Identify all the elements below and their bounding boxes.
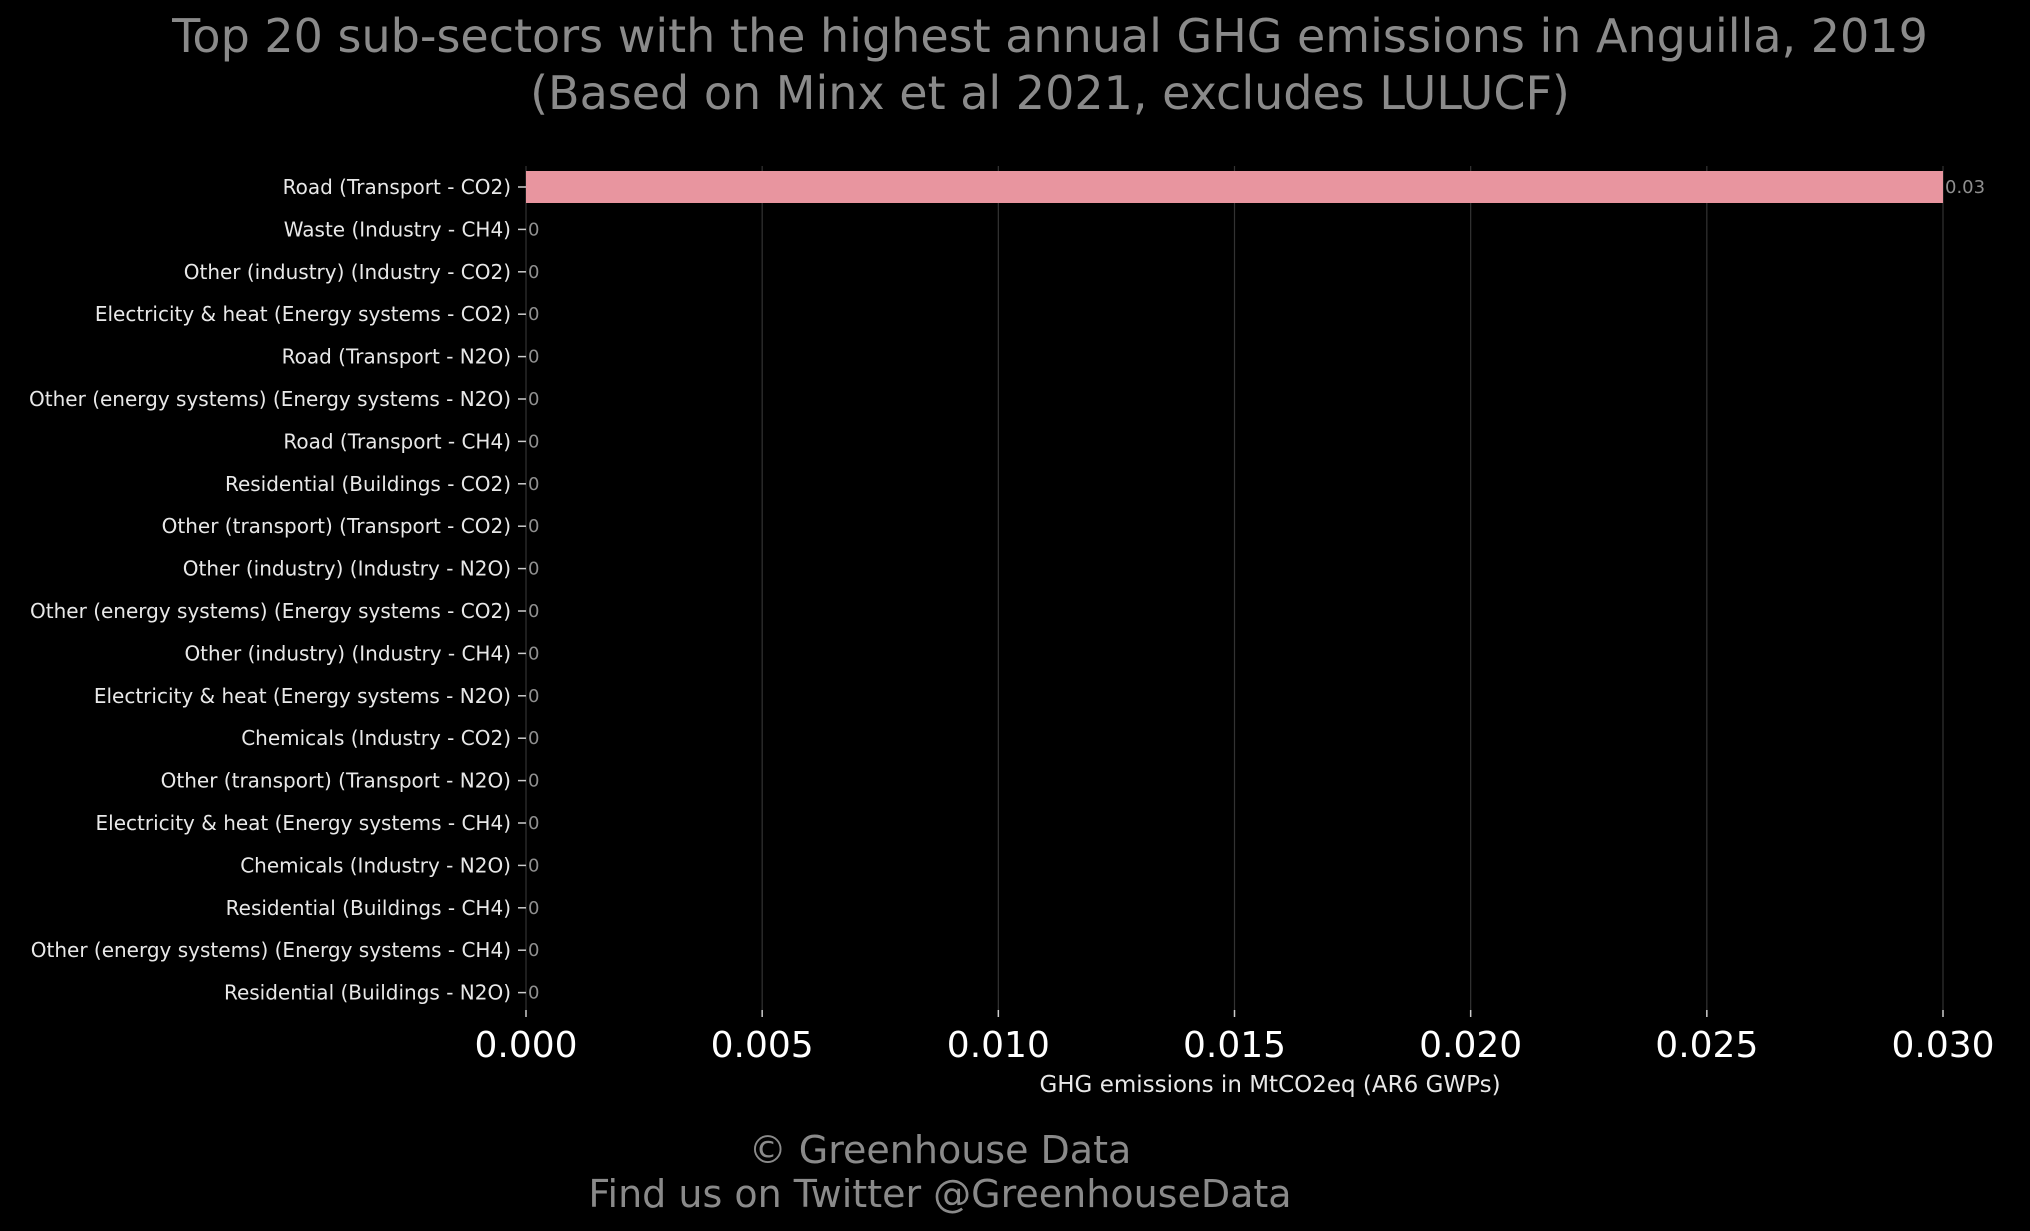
category-label: Road (Transport - CO2) (283, 175, 511, 199)
bars: 0.03 0 0 0 0 0 0 0 0 0 0 0 0 0 0 0 0 0 0 0 (526, 171, 1985, 1004)
bar-data-label: 0 (528, 813, 539, 834)
bar-data-label: 0 (528, 262, 539, 283)
category-label: Electricity & heat (Energy systems - CH4… (96, 811, 511, 835)
category-label: Other (energy systems) (Energy systems -… (29, 387, 511, 411)
chart-title: Top 20 sub-sectors with the highest annu… (171, 9, 1928, 63)
category-label: Electricity & heat (Energy systems - CO2… (95, 302, 511, 326)
grid-lines (525, 166, 1944, 1010)
category-label: Other (industry) (Industry - N2O) (183, 557, 511, 581)
category-label: Residential (Buildings - N2O) (224, 981, 511, 1005)
category-label: Road (Transport - CH4) (283, 429, 511, 453)
bar-data-label: 0 (528, 771, 539, 792)
category-label: Other (transport) (Transport - N2O) (161, 769, 511, 793)
x-tick-label: 0.010 (947, 1025, 1050, 1066)
x-axis-title: GHG emissions in MtCO2eq (AR6 GWPs) (1039, 1072, 1500, 1098)
bar-data-label: 0 (528, 728, 539, 749)
category-label: Residential (Buildings - CH4) (226, 896, 511, 920)
bar-data-label: 0 (528, 516, 539, 537)
bar-data-label: 0 (528, 559, 539, 580)
bar-data-label: 0 (528, 686, 539, 707)
category-label: Other (transport) (Transport - CO2) (162, 514, 511, 538)
footer-copyright: © Greenhouse Data (749, 1128, 1132, 1172)
x-tick-label: 0.015 (1183, 1025, 1286, 1066)
x-tick-label: 0.020 (1419, 1025, 1522, 1066)
category-label: Waste (Industry - CH4) (284, 217, 511, 241)
y-axis: Road (Transport - CO2) Waste (Industry - … (29, 175, 526, 1005)
x-axis: 0.000 0.005 0.010 0.015 0.020 0.025 0.030 (474, 1010, 1995, 1066)
category-label: Electricity & heat (Energy systems - N2O… (94, 684, 511, 708)
category-label: Residential (Buildings - CO2) (225, 472, 511, 496)
category-label: Other (industry) (Industry - CH4) (184, 641, 511, 665)
bar-data-label: 0 (528, 304, 539, 325)
category-label: Chemicals (Industry - N2O) (240, 853, 511, 877)
x-tick-label: 0.030 (1891, 1025, 1994, 1066)
category-label: Other (industry) (Industry - CO2) (184, 260, 511, 284)
bar-data-label: 0 (528, 940, 539, 961)
bar-data-label: 0 (528, 347, 539, 368)
category-label: Other (energy systems) (Energy systems -… (30, 599, 511, 623)
bar-data-label: 0 (528, 855, 539, 876)
bar-data-label: 0 (528, 983, 539, 1004)
bar-data-label: 0 (528, 601, 539, 622)
category-label: Chemicals (Industry - CO2) (241, 726, 511, 750)
x-tick-label: 0.025 (1655, 1025, 1758, 1066)
x-tick-label: 0.000 (474, 1025, 577, 1066)
bar-data-label: 0 (528, 643, 539, 664)
bar-data-label: 0 (528, 219, 539, 240)
footer-twitter: Find us on Twitter @GreenhouseData (588, 1172, 1291, 1216)
bar-data-label: 0 (528, 389, 539, 410)
x-tick-label: 0.005 (711, 1025, 814, 1066)
chart-subtitle: (Based on Minx et al 2021, excludes LULU… (530, 66, 1570, 120)
bar-data-label: 0 (528, 898, 539, 919)
category-label: Other (energy systems) (Energy systems -… (31, 938, 511, 962)
bar (526, 171, 1943, 203)
bar-data-label: 0 (528, 431, 539, 452)
category-label: Road (Transport - N2O) (282, 345, 511, 369)
bar-data-label: 0 (528, 474, 539, 495)
bar-data-label: 0.03 (1945, 177, 1985, 198)
